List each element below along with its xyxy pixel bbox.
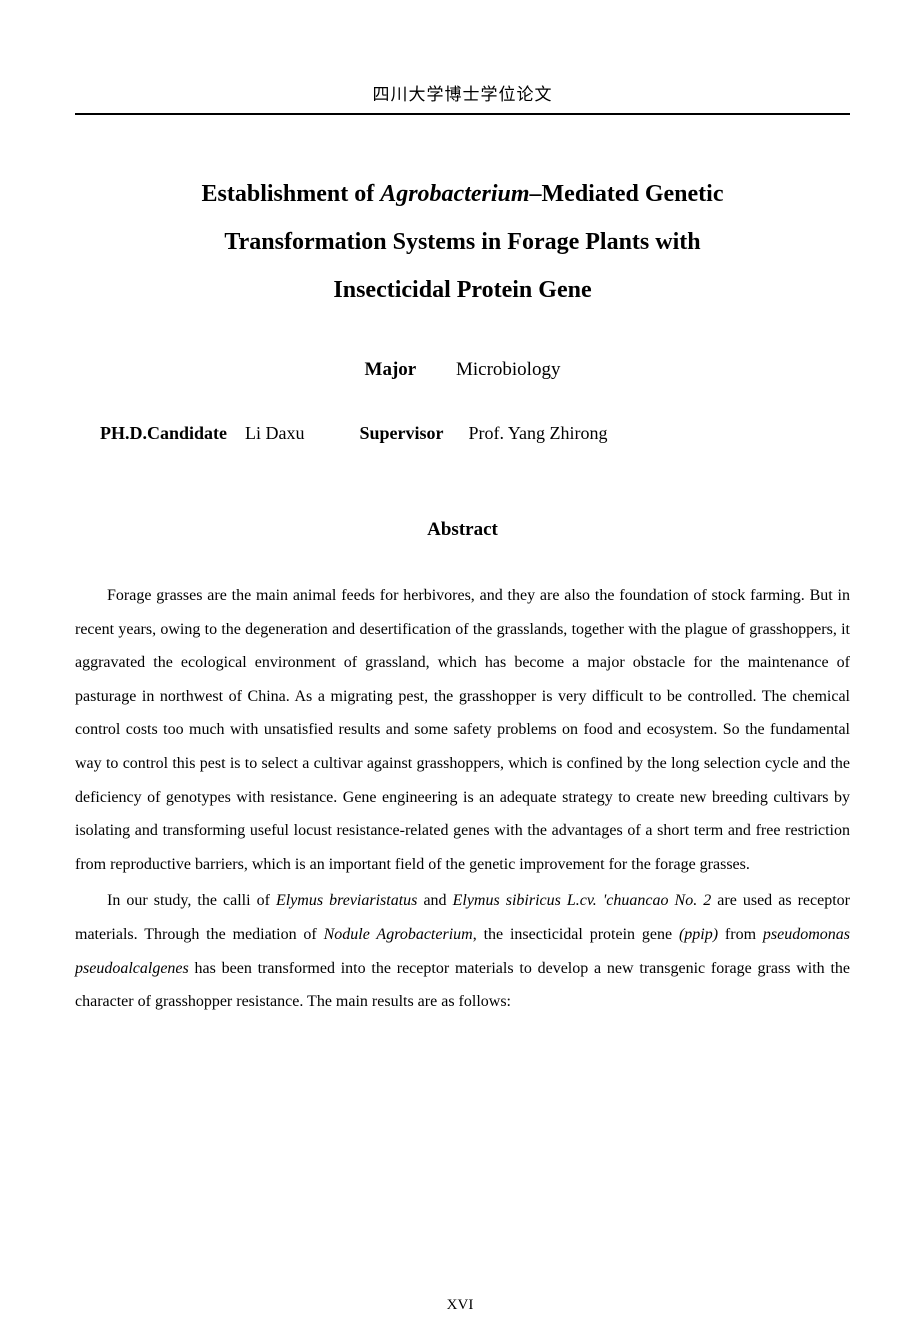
abstract-text: In our study, the calli of [107, 892, 276, 909]
species-name: Elymus breviaristatus [276, 892, 417, 909]
supervisor-name: Prof. Yang Zhirong [469, 423, 608, 443]
abstract-text: from [718, 926, 763, 943]
title-text: –Mediated Genetic [530, 181, 724, 207]
title-line-3: Insecticidal Protein Gene [75, 266, 850, 314]
candidate-name: Li Daxu [245, 423, 304, 443]
people-line: PH.D.Candidate Li Daxu Supervisor Prof. Yan… [75, 423, 850, 444]
abstract-text: and [417, 892, 452, 909]
page-header: 四川大学博士学位论文 [75, 80, 850, 105]
major-line: Major Microbiology [75, 359, 850, 381]
title-italic-term: Agrobacterium [380, 181, 529, 207]
header-divider [75, 113, 850, 115]
page-number: XVI [0, 1297, 920, 1314]
supervisor-label: Supervisor [360, 423, 444, 443]
gene-name: (ppip) [679, 926, 718, 943]
university-dissertation-label: 四川大学博士学位论文 [373, 85, 553, 104]
thesis-title: Establishment of Agrobacterium–Mediated … [75, 170, 850, 314]
major-value: Microbiology [456, 359, 561, 380]
abstract-paragraph-2: In our study, the calli of Elymus brevia… [75, 884, 850, 1018]
major-label: Major [365, 359, 417, 380]
species-name: Elymus sibiricus L.cv. 'chuancao No. 2 [453, 892, 712, 909]
candidate-label: PH.D.Candidate [100, 423, 227, 443]
title-text: Establishment of [202, 181, 381, 207]
abstract-text: has been transformed into the receptor m… [75, 960, 850, 1011]
abstract-heading: Abstract [75, 519, 850, 541]
abstract-paragraph-1: Forage grasses are the main animal feeds… [75, 579, 850, 881]
species-name: Nodule Agrobacterium [324, 926, 473, 943]
title-line-1: Establishment of Agrobacterium–Mediated … [75, 170, 850, 218]
title-line-2: Transformation Systems in Forage Plants … [75, 218, 850, 266]
abstract-body: Forage grasses are the main animal feeds… [75, 579, 850, 1019]
abstract-text: , the insecticidal protein gene [473, 926, 679, 943]
